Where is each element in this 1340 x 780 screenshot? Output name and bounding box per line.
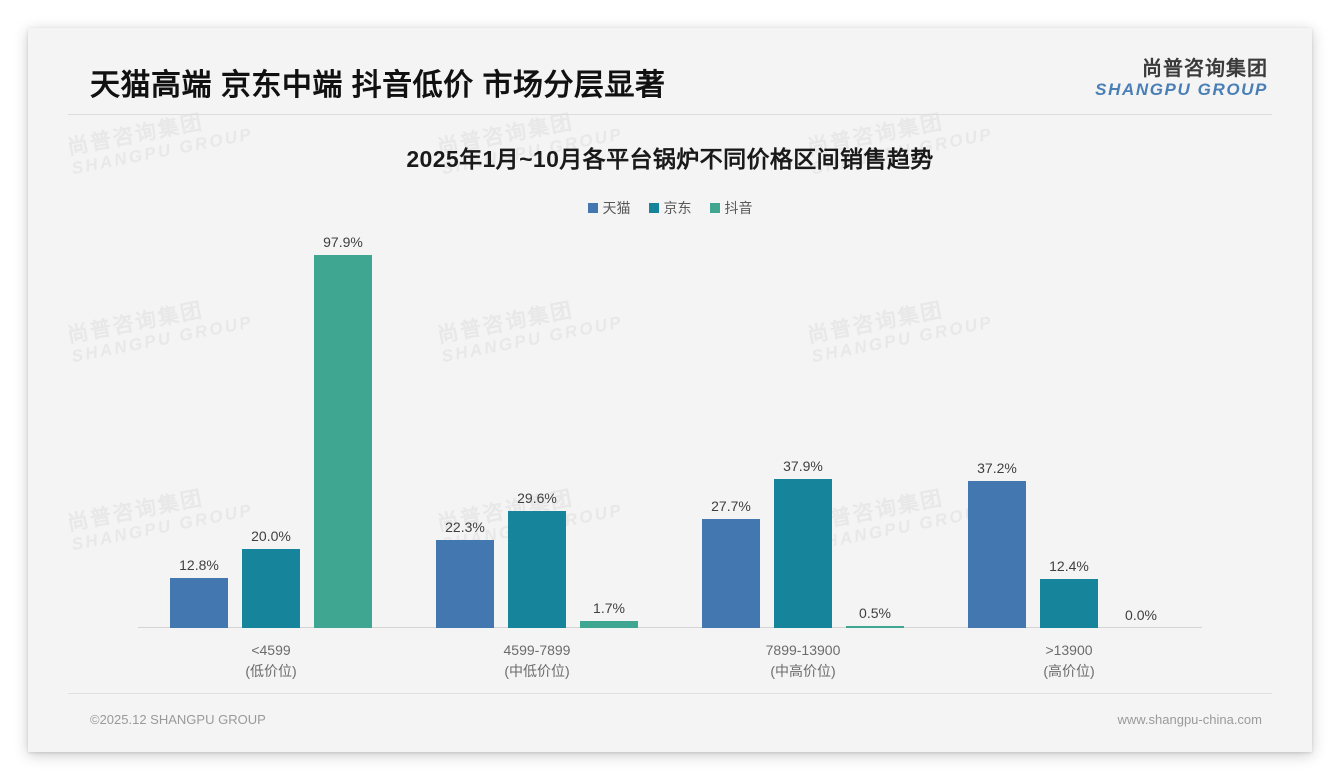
bar-tmall[interactable]: [702, 518, 760, 628]
bar-set: 37.2% 12.4% 0.0%: [936, 234, 1202, 628]
bar-slot-tmall[interactable]: 37.2%: [968, 234, 1026, 628]
category-sublabel: (中高价位): [770, 663, 836, 679]
brand-logo: 尚普咨询集团 SHANGPU GROUP: [1095, 58, 1268, 99]
slide-card: 尚普咨询集团 SHANGPU GROUP 尚普咨询集团 SHANGPU GROU…: [28, 28, 1312, 752]
bar-group: 12.8% 20.0% 97.9% <4599: [138, 234, 404, 679]
bar-group: 27.7% 37.9% 0.5% 7899-13900: [670, 234, 936, 679]
bar-value-label: 20.0%: [251, 528, 291, 545]
bar-groups: 12.8% 20.0% 97.9% <4599: [138, 234, 1202, 679]
bar-value-label: 29.6%: [517, 490, 557, 507]
bar-jd[interactable]: [508, 511, 566, 628]
bar-slot-douyin[interactable]: 0.5%: [846, 234, 904, 628]
legend-label: 京东: [663, 200, 692, 216]
plot-area: 12.8% 20.0% 97.9% <4599: [138, 234, 1202, 679]
legend-item-tmall[interactable]: 天猫: [587, 198, 631, 218]
x-axis-line: [138, 627, 1202, 628]
bar-jd[interactable]: [1040, 579, 1098, 628]
category-name: 7899-13900: [765, 642, 841, 658]
bar-tmall[interactable]: [436, 540, 494, 628]
category-label: <4599 (低价位): [138, 628, 404, 682]
bar-group: 22.3% 29.6% 1.7% 4599-7899: [404, 234, 670, 679]
slide-header: 天猫高端 京东中端 抖音低价 市场分层显著 尚普咨询集团 SHANGPU GRO…: [28, 28, 1312, 114]
category-name: <4599: [251, 642, 291, 658]
category-label: >13900 (高价位): [936, 628, 1202, 682]
legend-item-jd[interactable]: 京东: [648, 198, 692, 218]
bar-value-label: 0.5%: [859, 605, 891, 621]
legend-item-douyin[interactable]: 抖音: [709, 198, 753, 218]
bar-slot-tmall[interactable]: 27.7%: [702, 234, 760, 628]
legend-label: 天猫: [602, 200, 631, 216]
chart-container: 2025年1月~10月各平台锅炉不同价格区间销售趋势 天猫 京东 抖音: [28, 114, 1312, 694]
copyright-text: ©2025.12 SHANGPU GROUP: [90, 712, 266, 727]
brand-name-en: SHANGPU GROUP: [1095, 80, 1268, 100]
brand-name-cn: 尚普咨询集团: [1142, 58, 1268, 80]
category-sublabel: (中低价位): [504, 663, 570, 679]
legend-swatch-icon: [648, 203, 659, 213]
bar-group: 37.2% 12.4% 0.0% >13900: [936, 234, 1202, 679]
bar-slot-douyin[interactable]: 97.9%: [314, 234, 372, 628]
bar-slot-tmall[interactable]: 22.3%: [436, 234, 494, 628]
bar-tmall[interactable]: [968, 481, 1026, 628]
category-label: 4599-7899 (中低价位): [404, 628, 670, 682]
bar-slot-jd[interactable]: 12.4%: [1040, 234, 1098, 628]
bar-value-label: 12.4%: [1049, 558, 1089, 575]
chart-title: 2025年1月~10月各平台锅炉不同价格区间销售趋势: [406, 146, 934, 172]
bar-set: 27.7% 37.9% 0.5%: [670, 234, 936, 628]
category-sublabel: (低价位): [245, 663, 297, 679]
legend-label: 抖音: [724, 200, 753, 216]
legend-swatch-icon: [709, 203, 720, 213]
category-name: >13900: [1045, 642, 1093, 658]
bar-value-label: 37.9%: [783, 457, 823, 474]
footer-divider: [68, 693, 1272, 694]
bar-value-label: 97.9%: [323, 234, 363, 250]
category-name: 4599-7899: [503, 642, 571, 658]
bar-value-label: 22.3%: [445, 519, 485, 536]
bar-tmall[interactable]: [170, 577, 228, 628]
bar-value-label: 0.0%: [1125, 607, 1157, 623]
category-sublabel: (高价位): [1043, 663, 1095, 679]
bar-set: 12.8% 20.0% 97.9%: [138, 234, 404, 628]
website-link[interactable]: www.shangpu-china.com: [1117, 712, 1262, 727]
bar-jd[interactable]: [242, 549, 300, 628]
bar-slot-jd[interactable]: 29.6%: [508, 234, 566, 628]
header-divider: [68, 114, 1272, 115]
category-label: 7899-13900 (中高价位): [670, 628, 936, 682]
bar-douyin[interactable]: [580, 621, 638, 628]
bar-set: 22.3% 29.6% 1.7%: [404, 234, 670, 628]
bar-jd[interactable]: [774, 478, 832, 628]
bar-douyin[interactable]: [314, 255, 372, 628]
bar-slot-douyin[interactable]: 1.7%: [580, 234, 638, 628]
bar-slot-tmall[interactable]: 12.8%: [170, 234, 228, 628]
bar-douyin[interactable]: [846, 626, 904, 628]
slide-footer: ©2025.12 SHANGPU GROUP www.shangpu-china…: [28, 694, 1312, 752]
bar-value-label: 37.2%: [977, 460, 1017, 477]
bar-slot-douyin[interactable]: 0.0%: [1112, 234, 1170, 628]
chart-legend: 天猫 京东 抖音: [28, 198, 1312, 218]
bar-slot-jd[interactable]: 20.0%: [242, 234, 300, 628]
bar-slot-jd[interactable]: 37.9%: [774, 234, 832, 628]
bar-value-label: 27.7%: [711, 497, 751, 514]
legend-swatch-icon: [587, 203, 598, 213]
page-title: 天猫高端 京东中端 抖音低价 市场分层显著: [90, 69, 666, 102]
bar-value-label: 12.8%: [179, 556, 219, 573]
bar-value-label: 1.7%: [593, 600, 625, 617]
